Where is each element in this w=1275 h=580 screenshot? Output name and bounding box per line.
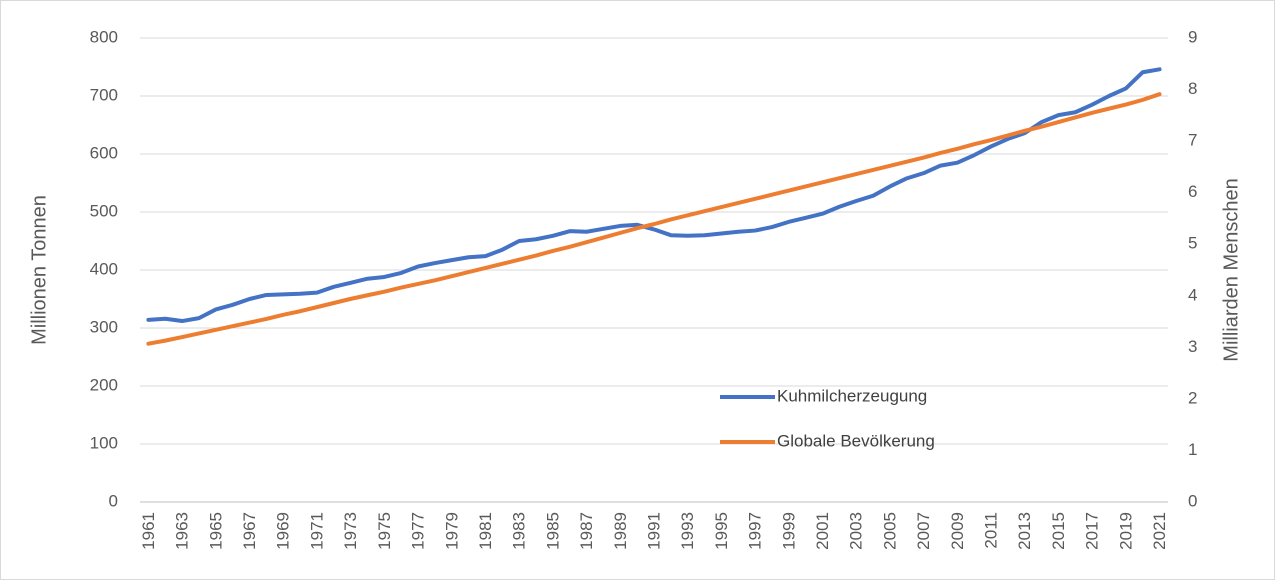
x-tick-label: 1967 (240, 512, 259, 550)
x-tick-label: 1981 (476, 512, 495, 550)
y2-axis-title: Milliarden Menschen (1220, 178, 1242, 361)
x-tick-label: 2005 (880, 512, 899, 550)
x-tick-label: 1997 (746, 512, 765, 550)
y2-tick-label: 9 (1188, 27, 1197, 46)
x-tick-label: 1969 (274, 512, 293, 550)
x-tick-label: 2019 (1116, 512, 1135, 550)
x-tick-label: 1973 (341, 512, 360, 550)
y2-tick-label: 5 (1188, 234, 1197, 253)
y2-tick-label: 1 (1188, 440, 1197, 459)
x-tick-label: 1991 (644, 512, 663, 550)
x-tick-label: 1977 (409, 512, 428, 550)
y-tick-label: 300 (90, 317, 118, 336)
y2-tick-label: 3 (1188, 337, 1197, 356)
x-tick-label: 2013 (1015, 512, 1034, 550)
y2-tick-label: 7 (1188, 131, 1197, 150)
x-tick-label: 2001 (813, 512, 832, 550)
y-tick-label: 0 (109, 491, 118, 510)
y-tick-label: 700 (90, 85, 118, 104)
line-series (146, 92, 1162, 346)
y2-tick-label: 8 (1188, 79, 1197, 98)
x-tick-label: 1989 (611, 512, 630, 550)
x-tick-label: 1999 (779, 512, 798, 550)
x-tick-label: 1983 (510, 512, 529, 550)
line-series (146, 67, 1162, 324)
y2-tick-label: 4 (1188, 285, 1197, 304)
x-tick-label: 2011 (982, 512, 1001, 549)
y2-tick-label: 6 (1188, 182, 1197, 201)
x-tick-label: 2015 (1049, 512, 1068, 550)
x-tick-label: 2017 (1083, 512, 1102, 550)
x-tick-label: 1979 (442, 512, 461, 550)
x-tick-label: 1965 (206, 512, 225, 550)
x-tick-label: 1993 (678, 512, 697, 550)
y-tick-label: 500 (90, 201, 118, 220)
x-tick-label: 2021 (1150, 512, 1169, 550)
y-axis-title: Millionen Tonnen (28, 195, 50, 345)
x-tick-label: 1975 (375, 512, 394, 550)
x-tick-label: 2003 (847, 512, 866, 550)
legend-label: Globale Bevölkerung (777, 431, 935, 450)
x-tick-label: 1961 (139, 512, 158, 550)
x-tick-label: 2009 (948, 512, 967, 550)
x-tick-label: 1995 (712, 512, 731, 550)
x-tick-label: 1985 (543, 512, 562, 550)
x-tick-label: 1987 (577, 512, 596, 550)
y-tick-label: 400 (90, 259, 118, 278)
y-tick-label: 200 (90, 375, 118, 394)
x-tick-label: 1971 (307, 512, 326, 550)
y-tick-label: 100 (90, 433, 118, 452)
x-tick-label: 1963 (173, 512, 192, 550)
x-tick-label: 2007 (914, 512, 933, 550)
legend-label: Kuhmilcherzeugung (777, 386, 927, 405)
y-tick-label: 800 (90, 27, 118, 46)
y-tick-label: 600 (90, 143, 118, 162)
y2-tick-label: 0 (1188, 491, 1197, 510)
y2-tick-label: 2 (1188, 388, 1197, 407)
